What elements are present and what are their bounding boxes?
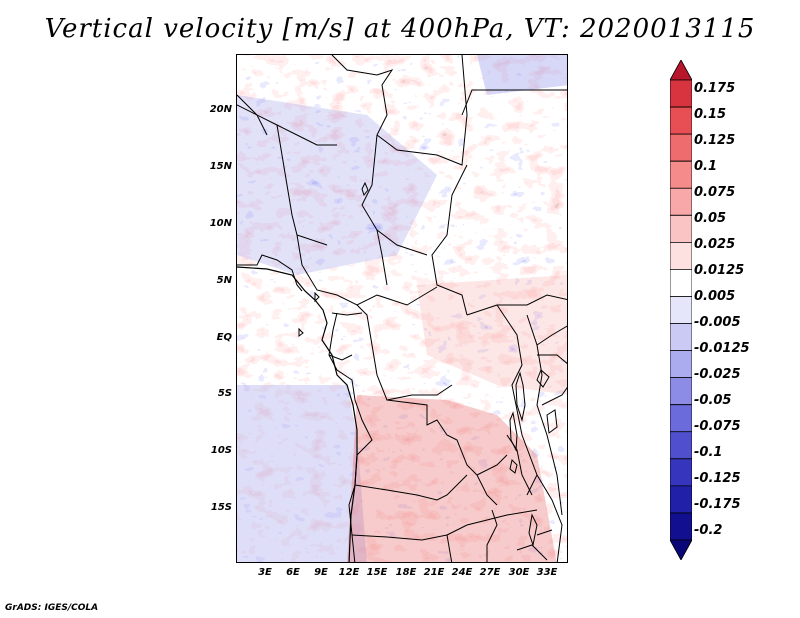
colorbar-label: 0.15 bbox=[694, 107, 727, 122]
lon-label-15e: 15E bbox=[366, 567, 388, 578]
colorbar-swatch bbox=[670, 214, 692, 243]
sahel-blue-zone bbox=[237, 95, 437, 275]
colorbar-swatch bbox=[670, 296, 692, 324]
lon-label-21e: 21E bbox=[423, 567, 445, 578]
lat-label-5s: 5S bbox=[217, 388, 232, 399]
colorbar-swatch bbox=[670, 431, 692, 460]
colorbar-label: 0.025 bbox=[694, 237, 736, 252]
noise-field bbox=[237, 55, 567, 562]
lon-label-6e: 6E bbox=[286, 567, 300, 578]
lat-label-5n: 5N bbox=[216, 275, 232, 286]
lon-label-3e: 3E bbox=[258, 567, 272, 578]
lon-label-27e: 27E bbox=[479, 567, 501, 578]
lon-label-24e: 24E bbox=[451, 567, 473, 578]
colorbar-swatch bbox=[670, 485, 692, 514]
colorbar-swatch bbox=[670, 133, 692, 162]
ocean-blue-zone bbox=[237, 385, 367, 562]
lon-label-30e: 30E bbox=[508, 567, 530, 578]
lat-label-eq: EQ bbox=[216, 332, 232, 343]
colorbar-swatch bbox=[670, 377, 692, 406]
colorbar-label: -0.005 bbox=[694, 315, 741, 330]
coastline bbox=[237, 266, 358, 562]
lat-label-15n: 15N bbox=[209, 161, 232, 172]
lat-label-10s: 10S bbox=[210, 445, 232, 456]
lat-label-15s: 15S bbox=[210, 502, 232, 513]
colorbar-label: 0.125 bbox=[694, 133, 736, 148]
colorbar-swatch bbox=[670, 512, 692, 541]
colorbar-label: -0.0125 bbox=[694, 341, 750, 356]
colorbar-swatch bbox=[670, 79, 692, 108]
lon-label-18e: 18E bbox=[395, 567, 417, 578]
colorbar-swatch bbox=[670, 106, 692, 135]
country-borders bbox=[237, 55, 567, 562]
lakes bbox=[298, 181, 558, 547]
colorbar-label: 0.05 bbox=[694, 211, 727, 226]
colorbar-swatch bbox=[670, 539, 692, 560]
lon-label-9e: 9E bbox=[314, 567, 328, 578]
lon-label-33e: 33E bbox=[536, 567, 558, 578]
grads-credit: GrADS: IGES/COLA bbox=[5, 603, 99, 613]
chart-title: Vertical velocity [m/s] at 400hPa, VT: 2… bbox=[44, 14, 756, 44]
lon-label-12e: 12E bbox=[338, 567, 360, 578]
colorbar-swatch bbox=[670, 269, 692, 297]
colorbar-label: -0.075 bbox=[694, 419, 741, 434]
colorbar-label: -0.175 bbox=[694, 497, 741, 512]
lat-label-20n: 20N bbox=[209, 104, 232, 115]
east-red-zone bbox=[417, 275, 567, 395]
colorbar-swatch bbox=[670, 350, 692, 379]
colorbar-label: 0.005 bbox=[694, 289, 736, 304]
colorbar-label: 0.175 bbox=[694, 81, 736, 96]
southern-red-zone bbox=[347, 395, 557, 562]
colorbar-swatch bbox=[670, 458, 692, 487]
colorbar-label: -0.025 bbox=[694, 367, 741, 382]
colorbar-label: -0.125 bbox=[694, 471, 741, 486]
colorbar-label: -0.1 bbox=[694, 445, 723, 460]
colorbar bbox=[670, 60, 692, 560]
wash bbox=[237, 55, 567, 562]
colorbar-swatch bbox=[670, 187, 692, 216]
colorbar-label: -0.05 bbox=[694, 393, 732, 408]
velocity-field bbox=[237, 55, 567, 562]
colorbar-swatch bbox=[670, 323, 692, 351]
colorbar-swatch bbox=[670, 241, 692, 270]
colorbar-label: 0.075 bbox=[694, 185, 736, 200]
map-panel bbox=[236, 54, 568, 563]
colorbar-swatch bbox=[670, 60, 692, 81]
colorbar-label: -0.2 bbox=[694, 523, 723, 538]
colorbar-swatch bbox=[670, 404, 692, 433]
north-blue-zone bbox=[477, 55, 567, 95]
colorbar-swatch bbox=[670, 160, 692, 189]
colorbar-label: 0.1 bbox=[694, 159, 718, 174]
colorbar-label: 0.0125 bbox=[694, 263, 745, 278]
lat-label-10n: 10N bbox=[209, 218, 232, 229]
